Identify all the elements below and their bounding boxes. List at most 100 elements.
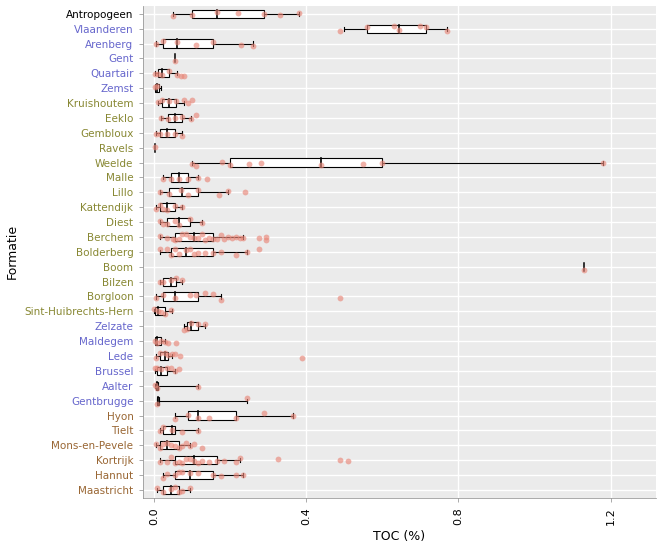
Point [166, 452, 176, 461]
Point [187, 96, 197, 104]
Point [156, 365, 166, 374]
FancyBboxPatch shape [164, 277, 176, 285]
Point [189, 440, 199, 449]
Point [343, 456, 354, 465]
Point [173, 444, 184, 452]
Point [200, 289, 211, 298]
Point [158, 175, 169, 183]
Point [169, 244, 180, 253]
Point [185, 233, 195, 242]
Point [150, 337, 160, 346]
Point [160, 310, 170, 319]
Point [177, 427, 188, 436]
Point [171, 71, 182, 80]
Point [193, 468, 203, 477]
Point [179, 72, 190, 81]
Point [173, 458, 184, 467]
Point [183, 190, 193, 199]
FancyBboxPatch shape [155, 337, 161, 345]
Point [177, 441, 188, 450]
Point [162, 363, 173, 372]
Point [158, 277, 169, 286]
FancyBboxPatch shape [167, 218, 190, 226]
Point [191, 291, 201, 300]
FancyBboxPatch shape [160, 352, 168, 360]
Point [150, 142, 160, 151]
Point [193, 249, 203, 257]
Point [208, 289, 218, 298]
Point [152, 399, 162, 408]
Point [215, 472, 226, 480]
Point [169, 441, 180, 450]
Point [223, 232, 234, 241]
Point [193, 234, 203, 243]
Point [185, 455, 195, 463]
Point [150, 294, 161, 302]
Point [254, 234, 264, 243]
Point [166, 441, 176, 450]
Point [162, 206, 173, 215]
Point [230, 233, 241, 242]
Point [178, 96, 189, 104]
Point [177, 132, 188, 141]
Point [193, 427, 203, 436]
Point [415, 21, 426, 30]
Point [160, 348, 170, 357]
Point [169, 459, 180, 468]
Point [175, 71, 186, 80]
Point [152, 69, 163, 78]
Point [152, 483, 162, 492]
FancyBboxPatch shape [175, 456, 216, 464]
Point [208, 235, 218, 244]
Point [208, 249, 218, 257]
Point [150, 70, 160, 79]
Point [163, 339, 173, 348]
Point [163, 115, 173, 124]
Point [183, 175, 193, 183]
Point [169, 236, 180, 245]
Point [164, 189, 175, 198]
Point [169, 130, 180, 138]
Point [230, 458, 241, 467]
Point [178, 325, 189, 334]
Point [169, 470, 180, 479]
Point [150, 380, 161, 389]
Y-axis label: Formatie: Formatie [5, 225, 19, 279]
Point [185, 468, 195, 477]
Point [191, 111, 201, 120]
Point [167, 350, 177, 359]
Point [189, 233, 199, 242]
Point [287, 411, 298, 420]
Point [211, 456, 222, 465]
Point [154, 188, 165, 197]
FancyBboxPatch shape [160, 203, 175, 211]
Point [261, 233, 271, 242]
Point [217, 158, 228, 166]
Point [238, 234, 249, 243]
FancyBboxPatch shape [164, 486, 179, 494]
Point [261, 236, 271, 244]
Point [187, 160, 197, 169]
Point [154, 349, 165, 357]
Point [189, 250, 199, 259]
Point [187, 10, 197, 19]
Point [152, 339, 162, 348]
Point [204, 413, 214, 422]
Point [196, 456, 207, 465]
Point [149, 305, 160, 313]
FancyBboxPatch shape [164, 293, 198, 300]
Point [177, 113, 188, 121]
Point [335, 294, 346, 302]
Point [162, 244, 173, 253]
Point [154, 245, 165, 254]
Point [204, 233, 214, 242]
Point [169, 114, 180, 122]
Point [158, 423, 169, 432]
Point [191, 161, 201, 170]
Point [181, 455, 191, 463]
Point [173, 488, 184, 496]
Point [193, 413, 203, 422]
Point [183, 98, 193, 107]
Point [150, 40, 161, 48]
Point [158, 220, 169, 229]
